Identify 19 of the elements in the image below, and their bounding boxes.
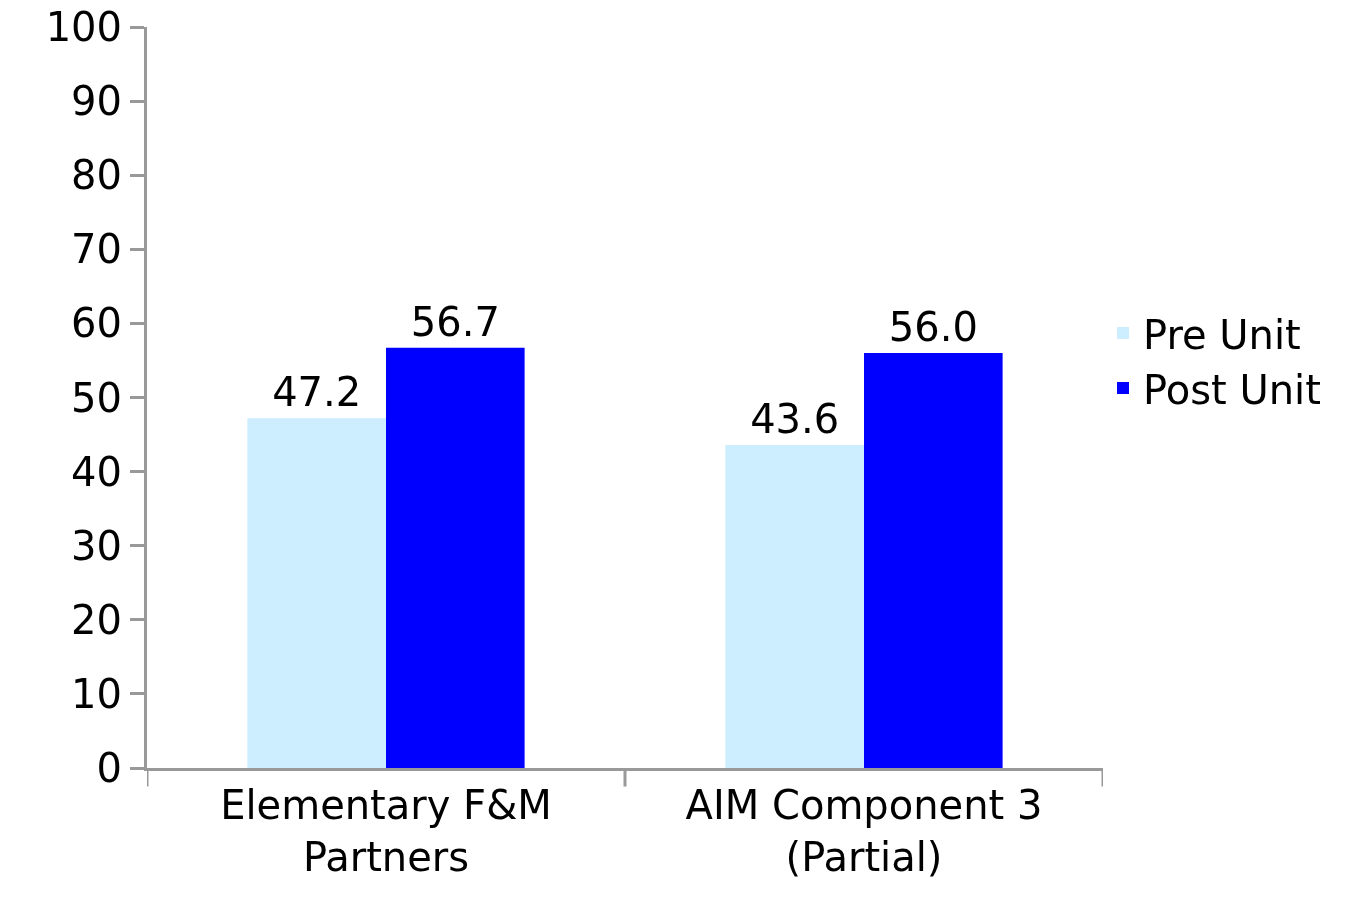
y-tick-label: 50 bbox=[71, 374, 122, 421]
y-tick-label: 80 bbox=[71, 152, 122, 199]
y-tick-label: 60 bbox=[71, 300, 122, 347]
data-label: 56.7 bbox=[410, 298, 500, 345]
y-tick-label: 40 bbox=[71, 448, 122, 495]
data-label: 43.6 bbox=[750, 395, 840, 442]
y-tick-label: 70 bbox=[71, 226, 122, 273]
legend-label: Pre Unit bbox=[1143, 311, 1301, 358]
y-tick-label: 20 bbox=[71, 596, 122, 643]
y-tick-label: 90 bbox=[71, 78, 122, 125]
x-tick-label: Elementary F&M Partners bbox=[220, 782, 552, 880]
y-tick-label: 0 bbox=[96, 745, 122, 791]
x-tick-label: AIM Component 3 (Partial) bbox=[685, 782, 1043, 880]
y-tick-label: 30 bbox=[71, 522, 122, 569]
y-tick-label: 100 bbox=[45, 4, 122, 50]
legend-label: Post Unit bbox=[1143, 366, 1321, 413]
data-label: 47.2 bbox=[272, 369, 362, 416]
y-tick-label: 10 bbox=[71, 670, 122, 717]
data-label: 56.0 bbox=[888, 304, 978, 351]
